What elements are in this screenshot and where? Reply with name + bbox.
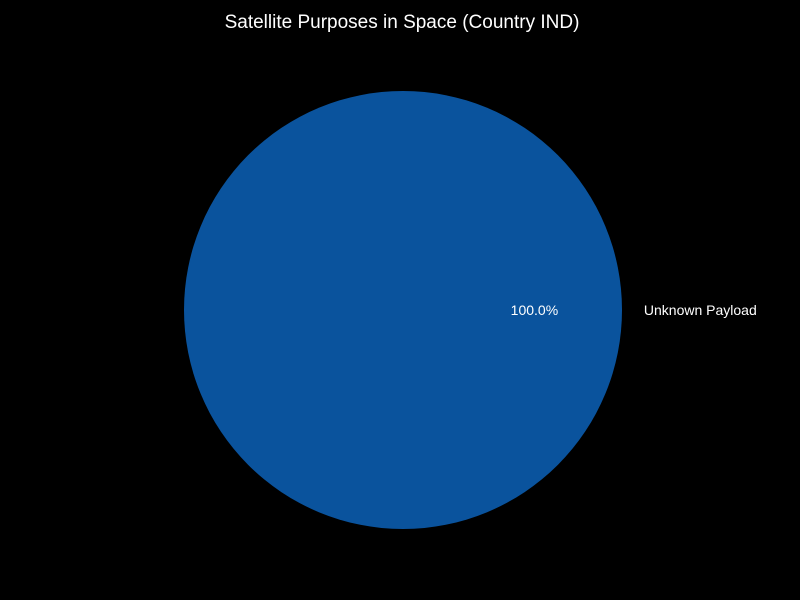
- pie-slices: [184, 91, 622, 529]
- pie-labels: Unknown Payload 100.0%: [511, 302, 757, 318]
- pie-slice: [184, 91, 622, 529]
- chart-title: Satellite Purposes in Space (Country IND…: [225, 12, 580, 33]
- slice-percent-label: 100.0%: [511, 302, 558, 318]
- slice-label: Unknown Payload: [644, 302, 757, 318]
